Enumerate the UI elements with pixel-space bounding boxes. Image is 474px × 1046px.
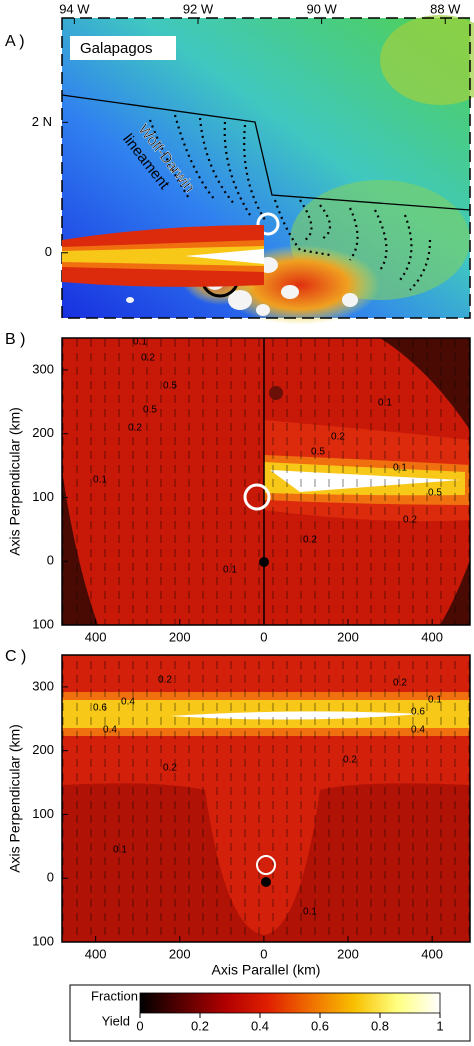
x-tick-label: 0 <box>260 629 267 644</box>
x-tick-label: 400 <box>85 946 107 961</box>
contour-label: 0.2 <box>163 763 177 774</box>
contour-label: 0.2 <box>403 515 417 526</box>
x-tick-label: 0 <box>260 946 267 961</box>
x-tick-label: 200 <box>337 946 359 961</box>
colorbar <box>139 992 441 1014</box>
map-title: Galapagos <box>80 40 153 57</box>
title-box <box>70 36 176 60</box>
y-tick-label: 2 N <box>32 114 52 129</box>
site-marker <box>243 483 271 511</box>
contour-label: 0.5 <box>143 405 157 416</box>
contour-label: 0.1 <box>378 398 392 409</box>
map-shade <box>380 15 474 105</box>
contour-label: 0.2 <box>393 678 407 689</box>
y-tick-label: 200 <box>32 425 54 440</box>
contour-label: 0.5 <box>311 447 325 458</box>
contour-label: 0.1 <box>393 463 407 474</box>
colorbar-tick-label: 0.6 <box>311 1018 329 1033</box>
flow-arrows <box>62 338 470 625</box>
y-axis-label: Axis Perpendicular (km) <box>7 407 23 556</box>
colorbar-tick-label: 0 <box>136 1018 143 1033</box>
colorbar-tick-label: 0.8 <box>371 1018 389 1033</box>
contour-label: 0.2 <box>343 755 357 766</box>
contour-label: 0.1 <box>93 475 107 486</box>
plot-frame <box>61 654 471 943</box>
colorbar-tick-label: 0.4 <box>251 1018 269 1033</box>
contour-label: 0.6 <box>411 707 425 718</box>
x-tick-label: 200 <box>337 629 359 644</box>
contour-label: 0.2 <box>158 675 172 686</box>
x-axis-label: Axis Parallel (km) <box>212 962 321 978</box>
map-frame <box>61 17 471 319</box>
flow-arrows <box>62 655 470 942</box>
y-tick-label: 100 <box>32 933 54 948</box>
contour-label: 0.4 <box>411 725 425 736</box>
x-tick-label: 92 W <box>183 1 214 16</box>
colorbar-title: Fraction <box>91 988 138 1003</box>
plot-frame <box>61 337 471 626</box>
contour-label: 0.4 <box>103 725 117 736</box>
y-tick-label: 0 <box>47 553 54 568</box>
x-tick-label: 90 W <box>306 1 337 16</box>
panel-label: A ) <box>5 33 25 50</box>
y-tick-label: 100 <box>32 806 54 821</box>
colorbar-tick-label: 0.2 <box>191 1018 209 1033</box>
contour-label: 0.6 <box>93 703 107 714</box>
contour-label: 0.2 <box>331 432 345 443</box>
contour-label: 0.2 <box>128 423 142 434</box>
contour-label: 0.2 <box>141 353 155 364</box>
contour-label: 0.2 <box>303 535 317 546</box>
panel-c <box>62 655 470 942</box>
x-tick-label: 400 <box>421 629 443 644</box>
contour-label: 0.1 <box>113 845 127 856</box>
contour-label: 0.5 <box>163 381 177 392</box>
site-marker <box>256 855 276 875</box>
contour-label: 0.1 <box>303 907 317 918</box>
site-marker <box>256 212 280 236</box>
band <box>185 249 264 264</box>
x-tick-label: 200 <box>169 629 191 644</box>
plate-boundary <box>61 94 471 211</box>
x-tick-label: 400 <box>421 946 443 961</box>
y-tick-label: 0 <box>47 870 54 885</box>
band <box>62 246 264 266</box>
hotspot-marker <box>259 557 269 567</box>
lineaments <box>148 114 432 291</box>
y-tick-label: 200 <box>32 742 54 757</box>
colorbar-tick-label: 1 <box>436 1018 443 1033</box>
panel-label: B ) <box>5 331 25 348</box>
y-axis-label: Axis Perpendicular (km) <box>7 724 23 873</box>
y-tick-label: 300 <box>32 678 54 693</box>
hotspot-marker <box>261 877 271 887</box>
marker <box>269 386 283 400</box>
colorbar-title: Yield <box>102 1013 130 1028</box>
panel-b <box>62 225 470 625</box>
contour-label: 0.1 <box>223 565 237 576</box>
contour-label: 0.1 <box>133 337 147 348</box>
y-tick-label: 300 <box>32 361 54 376</box>
contour-label: 0.1 <box>428 695 442 706</box>
y-tick-label: 0 <box>45 244 52 259</box>
x-tick-label: 94 W <box>59 1 90 16</box>
x-tick-label: 88 W <box>430 1 461 16</box>
x-tick-label: 400 <box>85 629 107 644</box>
x-tick-label: 200 <box>169 946 191 961</box>
contour-label: 0.5 <box>428 488 442 499</box>
y-tick-label: 100 <box>32 489 54 504</box>
y-tick-label: 100 <box>32 616 54 631</box>
panel-label: C ) <box>5 648 26 665</box>
contour-label: 0.4 <box>121 697 135 708</box>
